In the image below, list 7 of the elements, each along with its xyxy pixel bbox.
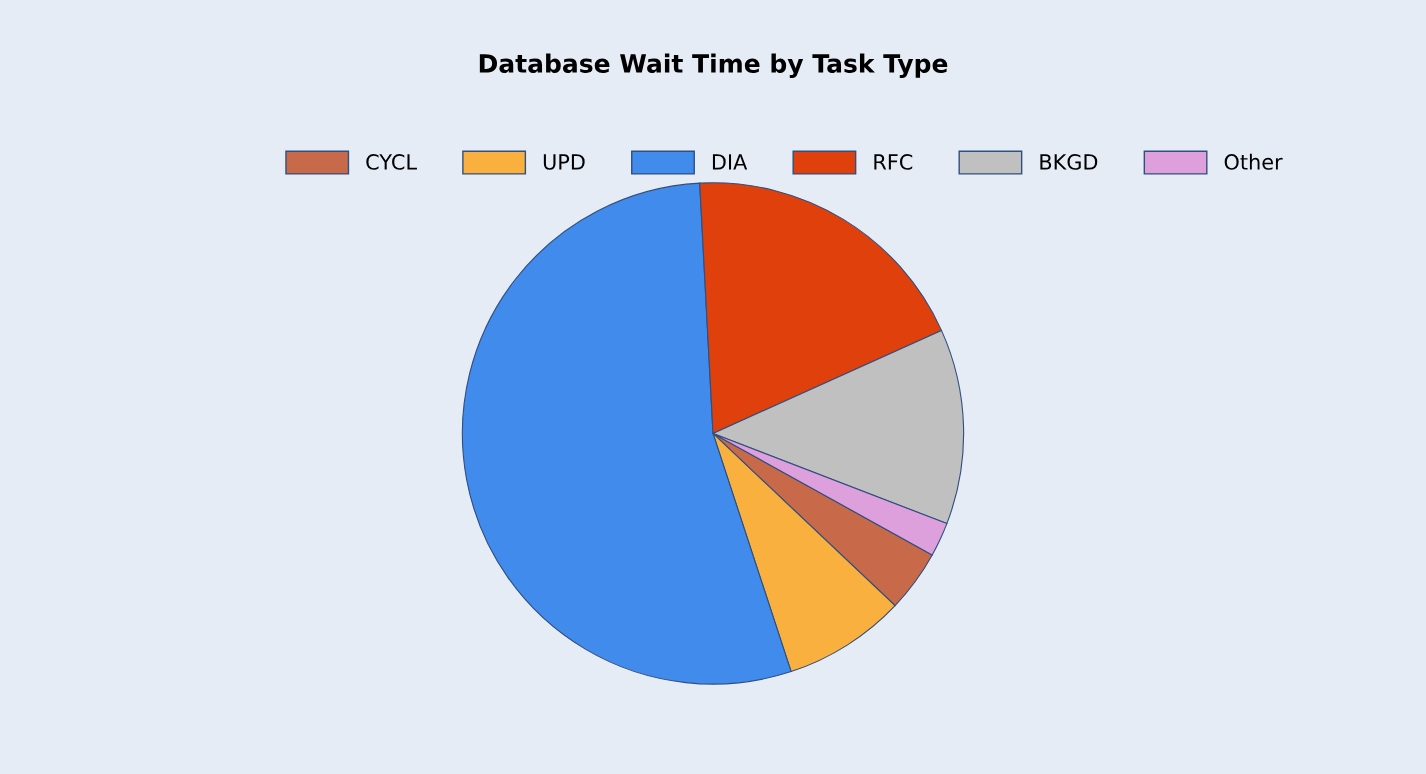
legend-label: UPD	[543, 154, 585, 170]
legend-label: CYCL	[366, 154, 417, 170]
chart-title: Database Wait Time by Task Type	[479, 53, 948, 78]
legend-label: DIA	[712, 154, 748, 170]
legend-label: BKGD	[1040, 154, 1098, 170]
legend-label: Other	[1224, 153, 1283, 170]
legend-label: RFC	[874, 154, 913, 170]
